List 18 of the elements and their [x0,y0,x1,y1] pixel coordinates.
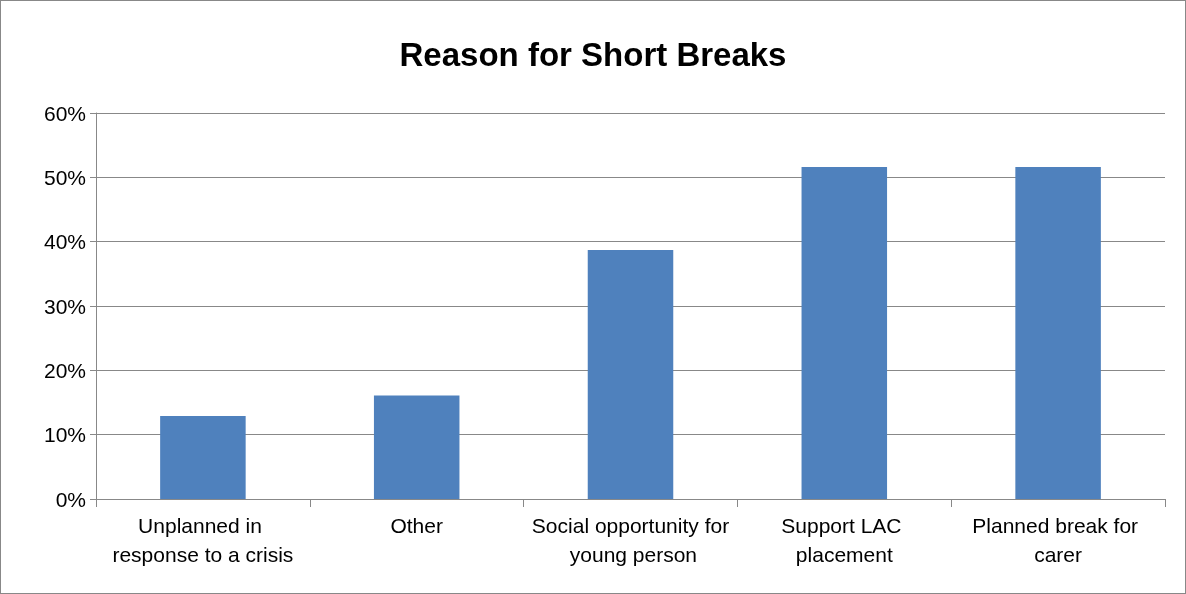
x-tick-label: Support LAC placement [781,514,908,566]
y-tick-label: 20% [43,358,86,382]
y-tick-label: 30% [43,294,86,318]
x-tick-label: Planned break for carer [972,514,1144,566]
y-tick-label: 50% [43,165,86,189]
bar [373,395,460,499]
x-tick-label: Social opportunity for young person [531,514,730,566]
y-tick-label: 40% [43,230,86,254]
y-tick-label: 0% [55,487,86,511]
bar [160,416,246,499]
y-tick-label: 60% [43,101,86,125]
bar [1015,167,1101,499]
chart-title: Reason for Short Breaks [399,36,787,73]
y-tick-label: 10% [43,423,86,447]
x-tick-label: Unplanned in response to a crisis [112,514,294,566]
x-tick-label: Other [390,514,443,537]
bar [801,167,888,499]
bar [587,250,674,499]
